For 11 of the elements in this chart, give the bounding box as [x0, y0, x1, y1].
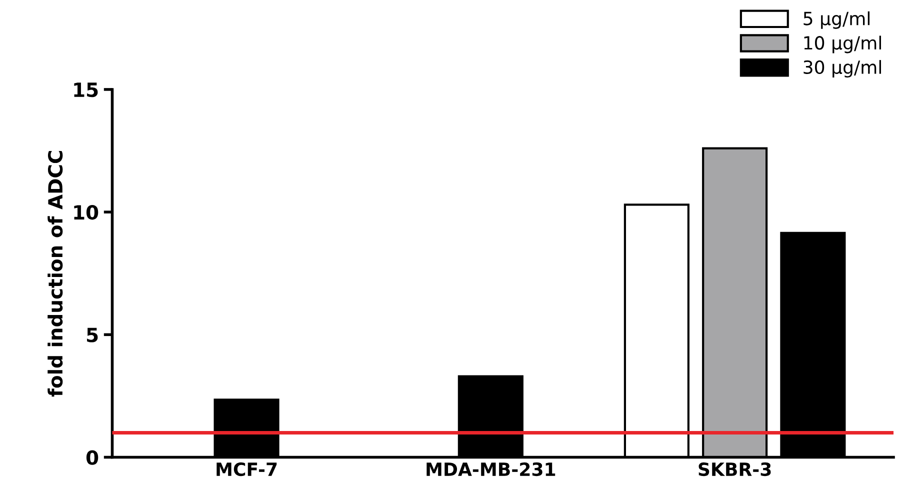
legend-label: 30 µg/ml — [804, 60, 881, 78]
x-tick-label: MDA-MB-231 — [426, 462, 556, 476]
legend-label: 10 µg/ml — [804, 36, 881, 54]
x-tick-label: SKBR-3 — [698, 462, 771, 476]
y-tick-label: 5 — [87, 328, 98, 342]
y-axis-title: fold induction of ADCC — [48, 150, 63, 397]
y-tick-label: 10 — [74, 205, 98, 220]
y-tick-label: 0 — [86, 450, 98, 465]
x-tick-label: MCF-7 — [216, 462, 277, 476]
y-tick-label: 15 — [74, 82, 98, 98]
legend-label: 5 µg/ml — [804, 11, 870, 29]
